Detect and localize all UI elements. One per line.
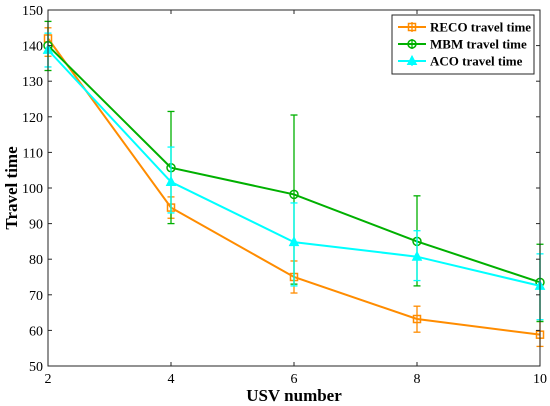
legend-label-0: RECO travel time [430,20,531,35]
legend-marker-0 [407,22,417,32]
x-tick-label-1: 4 [168,372,175,387]
x-tick-label-0: 2 [45,372,52,387]
y-tick-label-3: 80 [29,253,43,268]
data-point-2-2 [288,236,300,247]
y-tick-label-5: 100 [22,182,43,197]
legend: RECO travel time MBM travel time ACO trave… [391,14,535,75]
data-point-2-1 [165,175,177,186]
legend-label-1: MBM travel time [430,37,527,52]
y-tick-label-6: 110 [23,146,43,161]
y-tick-label-9: 140 [22,40,43,55]
legend-marker-1 [407,39,417,49]
y-tick-label-2: 70 [29,289,43,304]
x-tick-label-2: 6 [291,372,298,387]
legend-marker-2 [406,54,418,65]
axes-layer: 2 4 6 8 10 50 60 70 80 90 100 110 120 130 140 150 [22,4,547,387]
y-axis-title: Travel time [2,146,21,230]
y-tick-label-0: 50 [29,360,43,375]
data-point-0-3 [412,314,422,324]
y-tick-label-1: 60 [29,324,43,339]
x-axis-title: USV number [246,386,342,405]
legend-label-2: ACO travel time [430,54,523,69]
y-tick-label-7: 120 [22,111,43,126]
x-tick-label-4: 10 [533,372,547,387]
data-point-2-3 [411,250,423,261]
y-tick-label-8: 130 [22,75,43,90]
x-tick-label-3: 8 [414,372,421,387]
y-tick-label-10: 150 [22,4,43,19]
data-point-1-2 [289,189,299,200]
y-tick-label-4: 90 [29,218,43,233]
